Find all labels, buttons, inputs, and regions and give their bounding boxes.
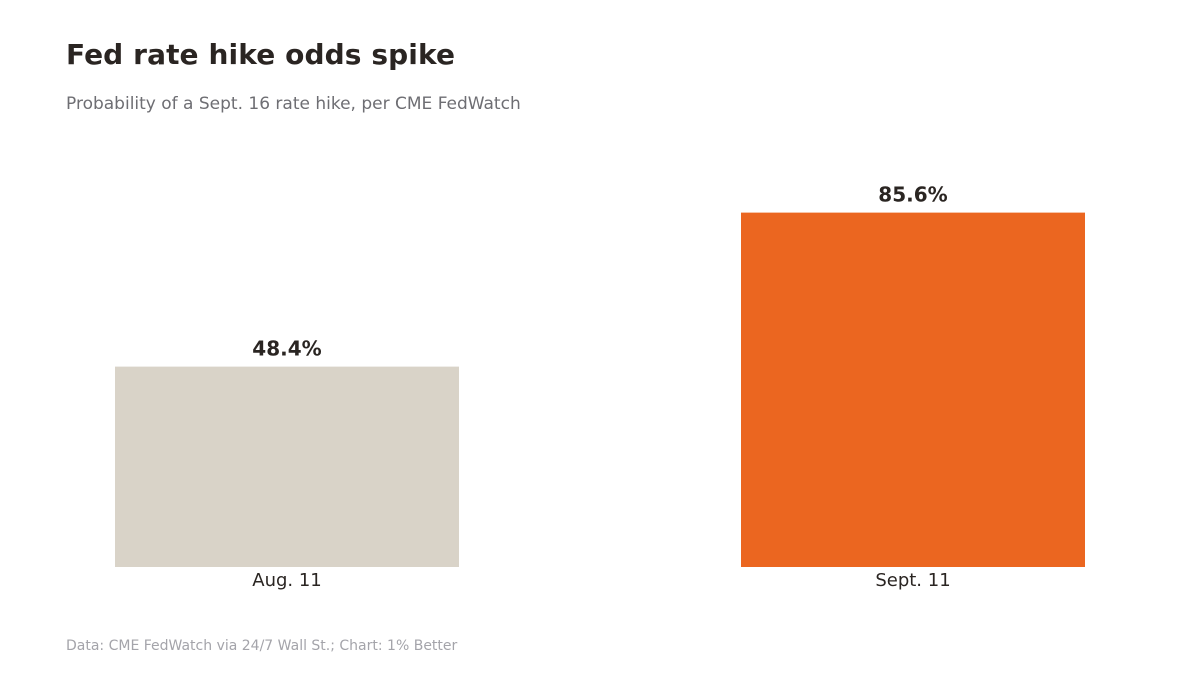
chart-subtitle: Probability of a Sept. 16 rate hike, per… [66,94,521,114]
category-label-1: Sept. 11 [875,570,950,591]
value-label-0: 48.4% [252,337,321,361]
bar-1 [741,212,1085,567]
chart-title: Fed rate hike odds spike [66,38,456,71]
value-label-1: 85.6% [878,183,947,207]
bar-0 [115,366,459,567]
category-label-0: Aug. 11 [252,570,322,591]
source-note: Data: CME FedWatch via 24/7 Wall St.; Ch… [66,638,458,654]
